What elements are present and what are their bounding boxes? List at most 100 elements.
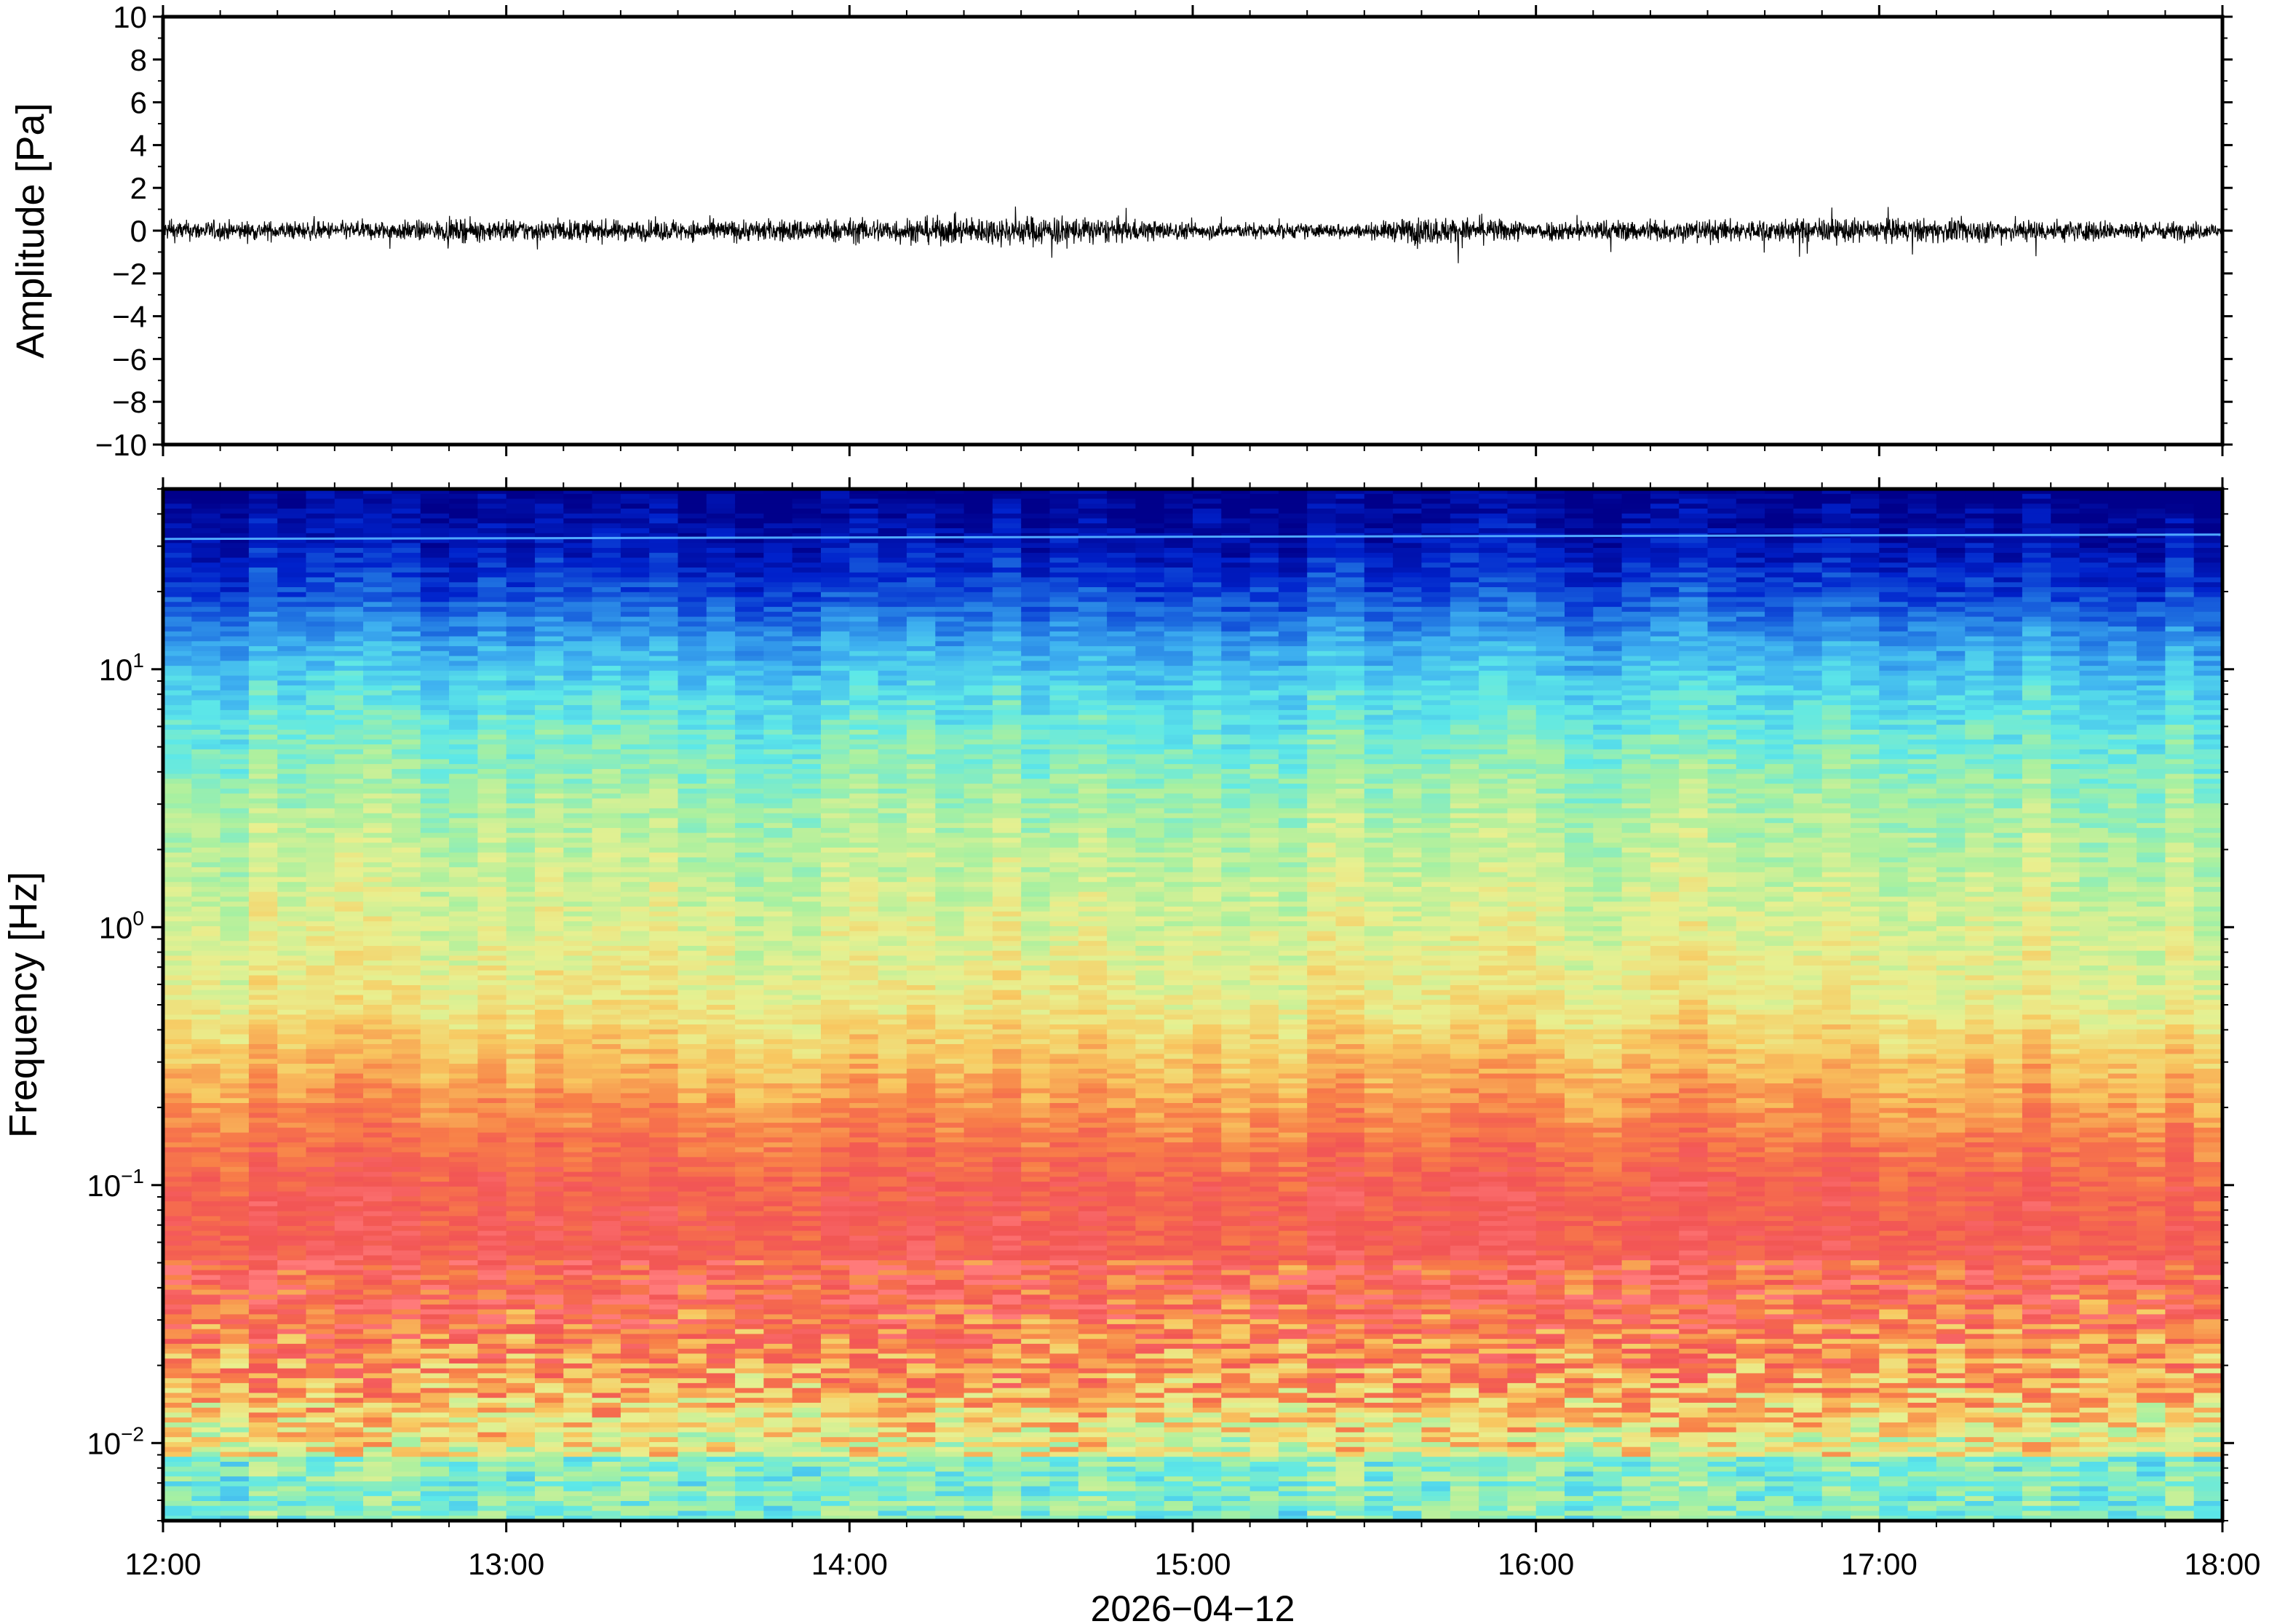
spectrogram-cell [563, 675, 593, 682]
spectrogram-cell [277, 936, 307, 942]
spectrogram-cell [763, 1177, 793, 1182]
spectrogram-cell [706, 1510, 736, 1517]
spectrogram-cell [706, 1280, 736, 1286]
spectrogram-cell [677, 572, 707, 578]
spectrogram-cell [477, 1191, 507, 1198]
spectrogram-cell [706, 1516, 736, 1521]
spectrogram-cell [220, 607, 250, 613]
spectrogram-cell [506, 1446, 536, 1453]
spectrogram-cell [792, 641, 822, 647]
spectrogram-cell [220, 1073, 250, 1080]
spectrogram-cell [763, 666, 793, 672]
spectrogram-cell [392, 907, 421, 912]
spectrogram-cell [677, 577, 707, 584]
spectrogram-cell [592, 827, 621, 834]
spectrogram-cell [649, 1373, 679, 1379]
spectrogram-cell [248, 803, 278, 809]
spectrogram-cell [506, 950, 536, 957]
spectrogram-cell [506, 695, 536, 701]
spectrogram-cell [506, 1471, 536, 1478]
spectrogram-cell [449, 1083, 479, 1089]
spectrogram-cell [191, 1206, 221, 1212]
spectrogram-cell [563, 808, 593, 814]
spectrogram-cell [735, 1471, 765, 1478]
spectrogram-cell [592, 931, 621, 937]
spectrogram-cell [306, 1501, 335, 1507]
spectrogram-cell [535, 611, 565, 618]
spectrogram-cell [792, 680, 822, 686]
spectrogram-cell [735, 1265, 765, 1271]
spectrogram-cell [363, 1157, 393, 1163]
spectrogram-cell [420, 818, 450, 824]
spectrogram-cell [306, 764, 335, 770]
spectrogram-cell [334, 1284, 364, 1291]
spectrogram-cell [220, 941, 250, 947]
spectrogram-cell [620, 1402, 650, 1409]
spectrogram-cell [334, 1009, 364, 1016]
spectrogram-cell [506, 1491, 536, 1497]
spectrogram-cell [248, 552, 278, 559]
spectrogram-cell [306, 1255, 335, 1261]
spectrogram-cell [792, 1275, 822, 1281]
spectrogram-cell [334, 759, 364, 765]
spectrogram-cell [248, 1363, 278, 1369]
spectrogram-cell [392, 1083, 421, 1089]
spectrogram-cell [220, 1280, 250, 1286]
spectrogram-cell [677, 1457, 707, 1462]
spectrogram-cell [620, 907, 650, 912]
spectrogram-cell [248, 1206, 278, 1212]
spectrogram-cell [563, 877, 593, 883]
spectrogram-cell [277, 1216, 307, 1222]
spectrogram-cell [449, 1314, 479, 1320]
spectrogram-cell [620, 1048, 650, 1055]
spectrogram-cell [163, 788, 193, 795]
spectrogram-cell [363, 498, 393, 505]
spectrogram-cell [563, 1250, 593, 1257]
spectrogram-cell [277, 493, 307, 500]
spectrogram-cell [735, 690, 765, 696]
spectrogram-cell [506, 1481, 536, 1487]
spectrogram-cell [306, 1078, 335, 1084]
spectrogram-cell [620, 725, 650, 731]
spectrogram-cell [563, 1107, 593, 1114]
spectrogram-cell [763, 1501, 793, 1507]
spectrogram-cell [592, 1471, 621, 1478]
spectrogram-cell [248, 1339, 278, 1345]
spectrogram-cell [277, 867, 307, 873]
spectrogram-cell [449, 813, 479, 819]
spectrogram-cell [735, 1505, 765, 1512]
spectrogram-cell [477, 1064, 507, 1070]
spectrogram-cell [363, 1353, 393, 1359]
spectrogram-cell [592, 577, 621, 584]
spectrogram-cell [563, 1280, 593, 1286]
spectrogram-cell [277, 538, 307, 544]
spectrogram-cell [477, 784, 507, 789]
spectrogram-cell [277, 877, 307, 883]
spectrogram-cell [792, 1034, 822, 1040]
spectrogram-cell [191, 1265, 221, 1271]
spectrogram-cell [334, 1339, 364, 1345]
spectrogram-cell [277, 562, 307, 568]
spectrogram-cell [334, 587, 364, 593]
spectrogram-cell [506, 533, 536, 539]
spectrogram-cell [420, 1496, 450, 1502]
spectrogram-cell [477, 749, 507, 755]
spectrogram-cell [306, 725, 335, 731]
spectrogram-cell [535, 1191, 565, 1198]
spectrogram-cell [392, 1068, 421, 1075]
spectrogram-cell [420, 1221, 450, 1227]
spectrogram-cell [220, 872, 250, 878]
spectrogram-cell [191, 916, 221, 923]
spectrogram-cell [363, 1304, 393, 1310]
spectrogram-cell [277, 1201, 307, 1207]
spectrogram-cell [477, 1486, 507, 1492]
spectrogram-cell [248, 513, 278, 520]
spectrogram-cell [277, 675, 307, 682]
spectrogram-cell [763, 1265, 793, 1271]
spectrogram-cell [620, 926, 650, 932]
spectrogram-cell [649, 734, 679, 741]
spectrogram-cell [363, 607, 393, 613]
spectrogram-cell [506, 1339, 536, 1345]
spectrogram-cell [248, 862, 278, 868]
spectrogram-cell [592, 725, 621, 731]
